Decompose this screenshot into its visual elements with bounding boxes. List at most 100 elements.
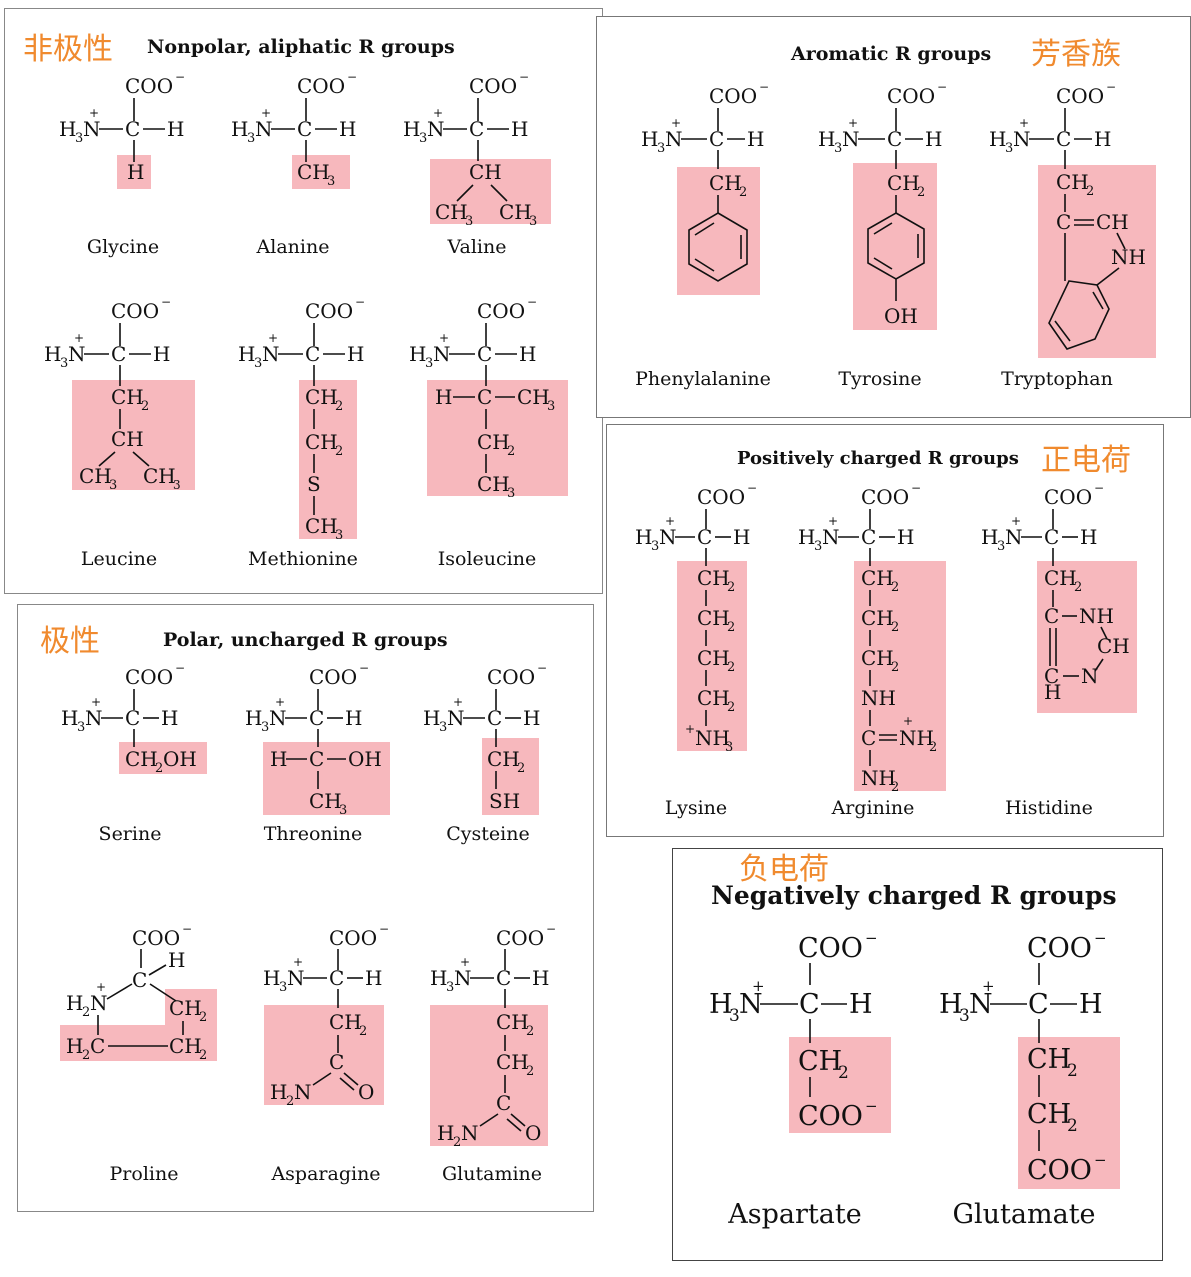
svg-text:H: H <box>798 525 815 549</box>
svg-text:−: − <box>347 70 357 84</box>
svg-text:N: N <box>1081 664 1099 688</box>
svg-text:CH: CH <box>305 385 338 409</box>
svg-text:CH: CH <box>496 1050 529 1074</box>
svg-text:C: C <box>1056 127 1071 151</box>
svg-text:COO: COO <box>709 84 757 108</box>
svg-text:−: − <box>937 80 947 94</box>
svg-text:N: N <box>294 1080 312 1104</box>
svg-text:COO: COO <box>309 665 357 689</box>
svg-text:C: C <box>297 117 312 141</box>
label-aspartate: Aspartate <box>727 1199 861 1230</box>
svg-text:CH: CH <box>1097 634 1130 658</box>
svg-text:C: C <box>861 726 876 750</box>
svg-text:COO: COO <box>798 1101 863 1132</box>
svg-text:N: N <box>433 342 451 366</box>
label-leucine: Leucine <box>81 548 157 570</box>
svg-text:H: H <box>1094 127 1111 151</box>
svg-text:H: H <box>231 117 248 141</box>
svg-text:N: N <box>739 989 763 1020</box>
svg-text:2: 2 <box>891 780 899 795</box>
svg-text:CH: CH <box>477 430 510 454</box>
svg-text:COO: COO <box>305 299 353 323</box>
svg-text:N: N <box>427 117 445 141</box>
svg-text:3: 3 <box>465 214 473 229</box>
svg-text:CH: CH <box>305 430 338 454</box>
svg-text:CH: CH <box>143 464 176 488</box>
svg-text:+: + <box>982 977 995 995</box>
svg-text:H: H <box>168 948 185 972</box>
structure-aspartate: COO − H3 N+ C H CH2 COO − <box>709 929 891 1133</box>
svg-text:CH: CH <box>477 472 510 496</box>
svg-text:CH: CH <box>1027 1099 1071 1130</box>
svg-text:2: 2 <box>917 185 925 200</box>
svg-text:2: 2 <box>891 660 899 675</box>
svg-text:+: + <box>752 977 765 995</box>
svg-text:H: H <box>747 127 764 151</box>
svg-text:NH: NH <box>695 726 730 750</box>
svg-text:3: 3 <box>425 356 433 371</box>
svg-text:N: N <box>90 991 108 1015</box>
svg-text:N: N <box>269 706 287 730</box>
svg-text:H: H <box>345 706 362 730</box>
svg-text:−: − <box>355 295 365 309</box>
svg-text:2: 2 <box>286 1094 294 1109</box>
svg-text:C: C <box>90 1034 105 1058</box>
label-histidine: Histidine <box>1005 797 1093 819</box>
svg-text:H: H <box>430 966 447 990</box>
svg-text:COO: COO <box>697 485 745 509</box>
svg-text:COO: COO <box>132 926 180 950</box>
svg-text:C: C <box>125 117 140 141</box>
svg-text:N: N <box>454 966 472 990</box>
svg-text:3: 3 <box>997 539 1005 554</box>
svg-text:N: N <box>1005 525 1023 549</box>
svg-text:+: + <box>828 514 838 528</box>
svg-text:3: 3 <box>60 356 68 371</box>
svg-text:NH: NH <box>899 726 934 750</box>
svg-text:H: H <box>423 706 440 730</box>
svg-text:N: N <box>255 117 273 141</box>
structure-arginine: COO − H3 N+ C H CH2 CH2 CH2 NH C + NH2 NH2 <box>798 481 946 795</box>
svg-text:H: H <box>519 342 536 366</box>
svg-text:CH: CH <box>697 686 730 710</box>
label-serine: Serine <box>99 823 162 845</box>
structure-proline: COO − C H H2 N+ CH2 H2 C CH2 <box>60 922 217 1063</box>
label-glutamate: Glutamate <box>952 1199 1095 1230</box>
structure-valine: COO − H3 N+ C H CH CH3 CH3 <box>403 70 551 229</box>
svg-text:2: 2 <box>335 444 343 459</box>
structure-leucine: COO − H3 N+ C H CH2 CH CH3 CH3 <box>44 295 195 493</box>
svg-text:C: C <box>861 525 876 549</box>
label-lysine: Lysine <box>665 797 727 819</box>
svg-text:C: C <box>709 127 724 151</box>
svg-text:COO: COO <box>1027 1155 1092 1186</box>
svg-text:C: C <box>1044 525 1059 549</box>
svg-text:CH: CH <box>125 747 158 771</box>
svg-text:3: 3 <box>446 980 454 995</box>
svg-text:H: H <box>347 342 364 366</box>
svg-text:H: H <box>365 966 382 990</box>
svg-text:3: 3 <box>419 131 427 146</box>
svg-text:H: H <box>435 385 452 409</box>
svg-text:+: + <box>96 980 106 994</box>
svg-text:H: H <box>403 117 420 141</box>
svg-text:C: C <box>1044 604 1059 628</box>
svg-text:H: H <box>635 525 652 549</box>
svg-text:H: H <box>733 525 750 549</box>
positive-structures: 正电荷 Positively charged R groups COO − H3 N… <box>635 443 1137 819</box>
svg-text:+: + <box>460 955 470 969</box>
svg-text:H: H <box>523 706 540 730</box>
structure-glycine: COO − H3 N+ C H H <box>59 70 185 189</box>
svg-text:H: H <box>925 127 942 151</box>
svg-text:3: 3 <box>725 740 733 755</box>
svg-text:C: C <box>477 342 492 366</box>
svg-text:2: 2 <box>335 399 343 414</box>
svg-text:3: 3 <box>834 141 842 156</box>
svg-text:−: − <box>359 661 369 675</box>
svg-text:CH: CH <box>697 646 730 670</box>
svg-text:NH: NH <box>861 766 896 790</box>
svg-text:2: 2 <box>727 620 735 635</box>
svg-text:−: − <box>546 922 556 936</box>
svg-text:OH: OH <box>884 304 918 328</box>
svg-text:+: + <box>293 955 303 969</box>
svg-text:N: N <box>447 706 465 730</box>
